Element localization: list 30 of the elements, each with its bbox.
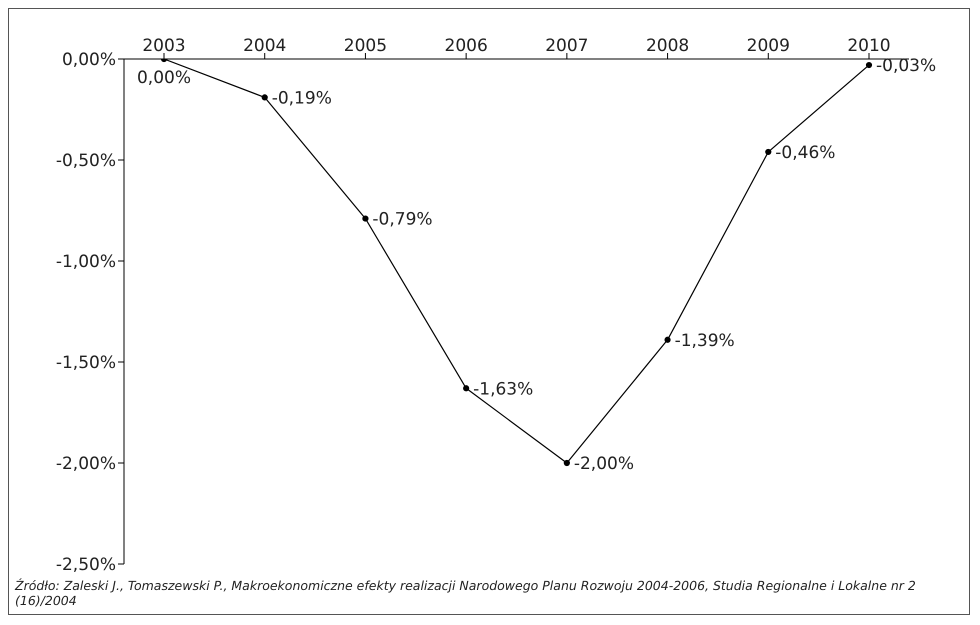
x-tick-label: 2009 (746, 36, 790, 56)
x-tick-label: 2007 (545, 36, 588, 56)
text: Źródło: Zaleski J., Tomaszewski P., Makroekonomiczne efekty realizacji Narodowego Planu Rozwoju 2004-2006, Studia Regionalne i Lokalne nr 2 (16)/2004 (15, 578, 917, 608)
y-tick-label: -0,50% (56, 151, 116, 172)
x-tick-label: 2008 (646, 36, 690, 56)
data-label: -0,46% (775, 142, 836, 163)
y-tick-label: -2,50% (56, 555, 116, 576)
data-label: -0,79% (372, 210, 433, 230)
point (564, 460, 570, 466)
point (866, 62, 872, 68)
data-label: -1,39% (674, 330, 735, 351)
x-tick-label: 2010 (847, 36, 891, 56)
data-label: -2,00% (574, 454, 634, 474)
x-tick-label: 2006 (444, 36, 488, 56)
data-label: -0,19% (272, 88, 332, 108)
data-label: -1,63% (473, 379, 534, 400)
data-label: -0,03% (876, 56, 936, 76)
point (765, 148, 772, 156)
x-tick-label: 2003 (142, 36, 186, 56)
y-tick-label: -2,00% (56, 454, 116, 474)
y-tick-label: -1,00% (56, 252, 116, 272)
data-label: 0,00% (136, 68, 192, 88)
x-tick-label: 2005 (344, 36, 388, 56)
point (262, 94, 268, 100)
point (362, 215, 369, 222)
point (664, 336, 671, 343)
point (463, 385, 470, 392)
y-tick-label: -1,50% (56, 353, 116, 374)
y-tick-label: 0,00% (62, 50, 116, 70)
x-tick-label: 2004 (243, 36, 286, 56)
